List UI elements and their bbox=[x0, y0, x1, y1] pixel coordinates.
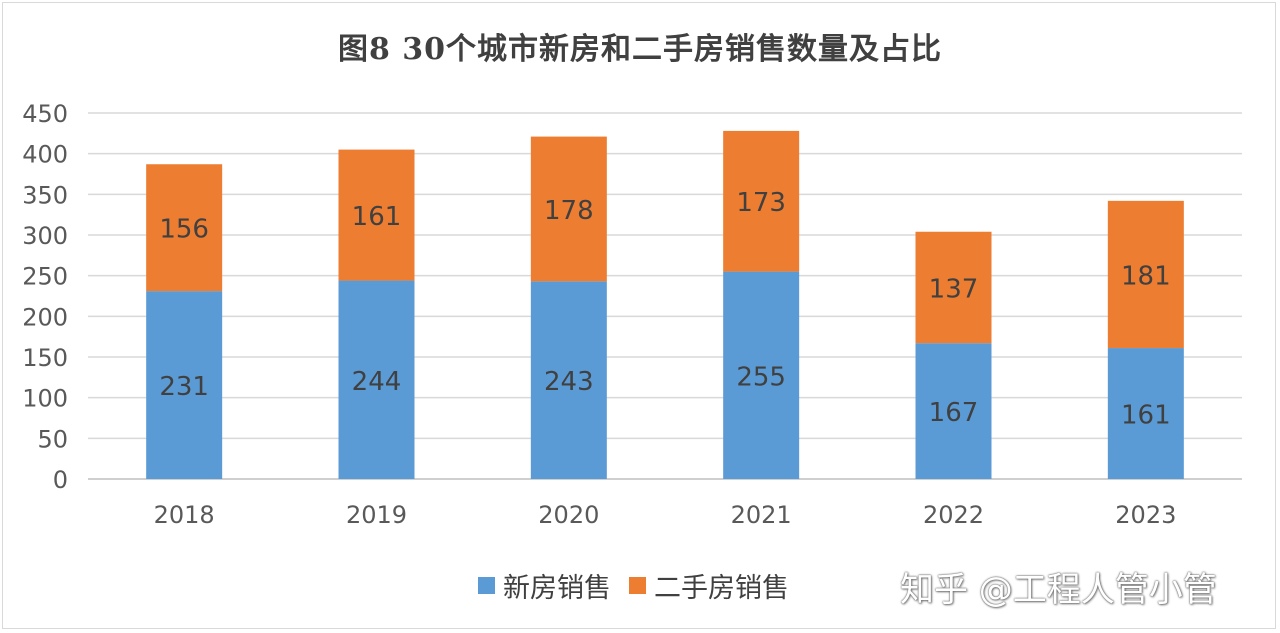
data-label-new-house: 255 bbox=[736, 362, 786, 392]
bar-second-hand bbox=[723, 130, 800, 272]
y-tick-label: 400 bbox=[22, 141, 68, 169]
y-tick-label: 250 bbox=[22, 263, 68, 291]
bar-second-hand bbox=[1107, 200, 1184, 349]
y-tick-label: 150 bbox=[22, 344, 68, 372]
data-label-second-hand: 161 bbox=[352, 202, 402, 232]
data-label-new-house: 167 bbox=[929, 398, 979, 428]
legend: 新房销售 二手房销售 bbox=[478, 566, 807, 605]
data-label-new-house: 244 bbox=[352, 367, 402, 397]
y-tick-label: 50 bbox=[37, 425, 68, 453]
x-tick-label: 2023 bbox=[1115, 501, 1176, 529]
bar-second-hand bbox=[530, 136, 607, 282]
x-tick-label: 2019 bbox=[346, 501, 407, 529]
legend-label-new-house: 新房销售 bbox=[503, 573, 611, 604]
bar-new-house bbox=[530, 281, 607, 479]
bar-new-house bbox=[723, 271, 800, 479]
bar-new-house bbox=[1107, 348, 1184, 479]
x-tick-label: 2020 bbox=[538, 501, 599, 529]
legend-item-new-house: 新房销售 bbox=[478, 566, 611, 605]
watermark: 知乎 @工程人管小管 bbox=[900, 570, 1217, 610]
data-label-second-hand: 156 bbox=[159, 215, 209, 245]
bar-new-house bbox=[338, 280, 415, 479]
x-tick-label: 2022 bbox=[923, 501, 984, 529]
data-label-new-house: 231 bbox=[159, 372, 209, 402]
bar-new-house bbox=[915, 343, 992, 479]
bar-second-hand bbox=[146, 164, 223, 292]
y-tick-label: 300 bbox=[22, 222, 68, 250]
legend-item-second-hand: 二手房销售 bbox=[629, 566, 789, 605]
data-label-new-house: 243 bbox=[544, 367, 594, 397]
legend-swatch-new-house bbox=[478, 577, 495, 594]
y-tick-label: 100 bbox=[22, 385, 68, 413]
chart-title: 图8 30个城市新房和二手房销售数量及占比 bbox=[337, 32, 943, 67]
y-tick-label: 350 bbox=[22, 181, 68, 209]
data-label-second-hand: 137 bbox=[929, 274, 979, 304]
legend-swatch-second-hand bbox=[629, 577, 646, 594]
data-label-new-house: 161 bbox=[1121, 401, 1171, 431]
legend-label-second-hand: 二手房销售 bbox=[654, 573, 789, 604]
bar-second-hand bbox=[338, 149, 415, 281]
x-tick-label: 2018 bbox=[154, 501, 215, 529]
data-label-second-hand: 178 bbox=[544, 196, 594, 226]
bar-new-house bbox=[146, 291, 223, 479]
y-tick-label: 450 bbox=[22, 100, 68, 128]
bar-second-hand bbox=[915, 231, 992, 344]
data-label-second-hand: 181 bbox=[1121, 261, 1171, 291]
x-tick-label: 2021 bbox=[731, 501, 792, 529]
data-label-second-hand: 173 bbox=[736, 188, 786, 218]
y-tick-label: 0 bbox=[53, 466, 68, 494]
y-tick-label: 200 bbox=[22, 303, 68, 331]
